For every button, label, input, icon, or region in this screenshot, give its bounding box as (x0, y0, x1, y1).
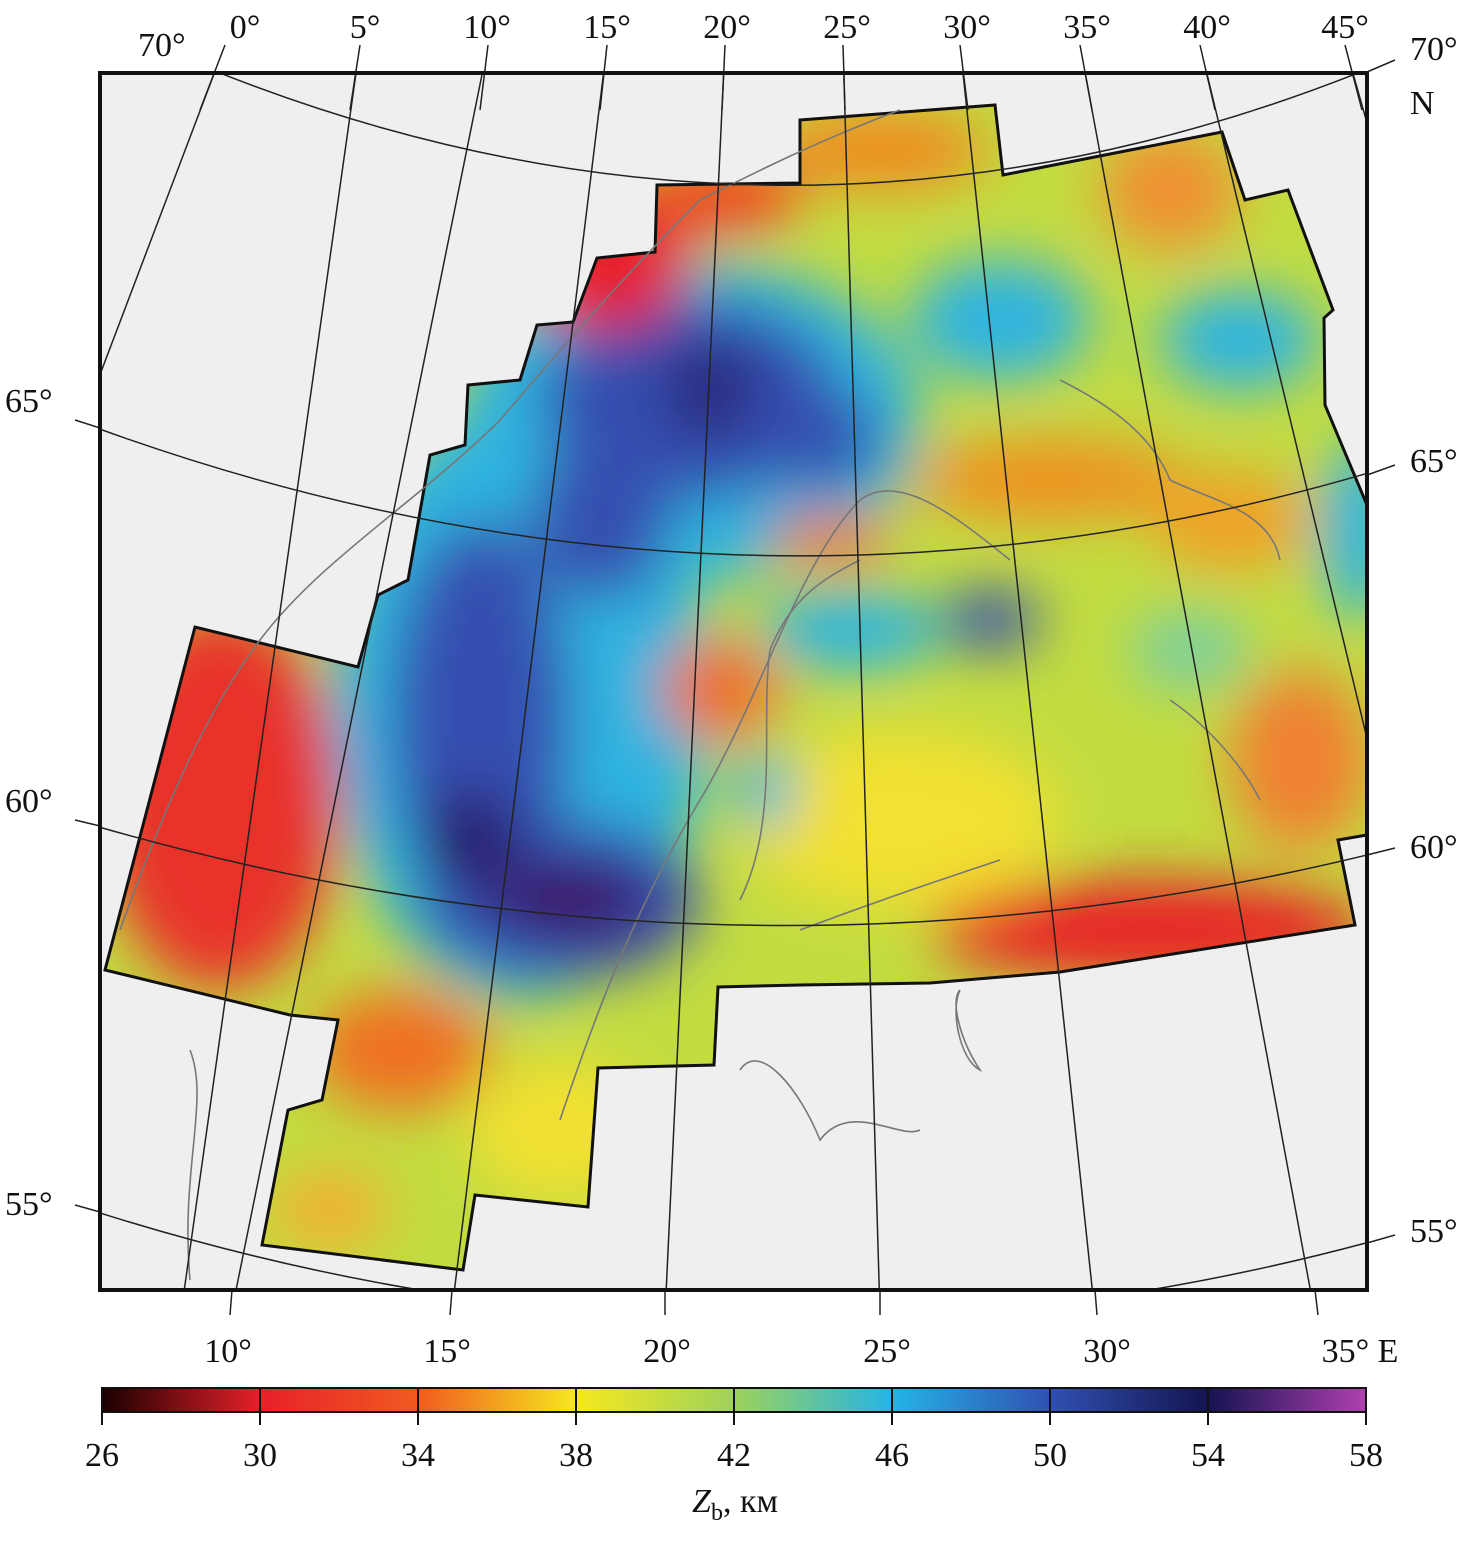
meridian-label-10: 10° (463, 9, 511, 46)
meridian-label-bottom-35: 35° E (1322, 1333, 1399, 1370)
north-label: N (1410, 85, 1435, 122)
right-parallel-labels: 70° N 65° 60° 55° (1410, 31, 1458, 1250)
colorbar-tick-label: 58 (1349, 1437, 1383, 1474)
meridian-label-35: 35° (1063, 9, 1111, 46)
colorbar: 26 30 34 38 42 46 50 54 58 Zb, км (85, 1387, 1383, 1526)
parallel-label-left-70: 70° (138, 27, 186, 64)
graticule (100, 73, 1367, 1290)
parallel-label-right-65: 65° (1410, 443, 1458, 480)
meridian-label-40: 40° (1183, 9, 1231, 46)
bottom-meridian-labels: 10° 15° 20° 25° 30° 35° E (204, 1333, 1398, 1370)
meridian-label-25: 25° (823, 9, 871, 46)
parallel-label-left-65: 65° (5, 383, 53, 420)
graticule-label-ticks (74, 44, 1396, 1316)
meridian-label-bottom-25: 25° (863, 1333, 911, 1370)
meridian-label-20: 20° (703, 9, 751, 46)
parallel-label-right-70: 70° (1410, 31, 1458, 68)
parallel-label-left-55: 55° (5, 1186, 53, 1223)
colorbar-tick-label: 34 (401, 1437, 435, 1474)
colorbar-ticks: 26 30 34 38 42 46 50 54 58 (85, 1388, 1383, 1474)
colorbar-label: Zb, км (692, 1483, 778, 1526)
meridian-label-bottom-10: 10° (204, 1333, 252, 1370)
meridian-label-0: 0° (230, 9, 261, 46)
colorbar-tick-label: 26 (85, 1437, 119, 1474)
top-meridian-labels: 0° 5° 10° 15° 20° 25° 30° 35° 40° 45° (230, 9, 1369, 46)
colorbar-tick-label: 42 (717, 1437, 751, 1474)
colorbar-tick-label: 50 (1033, 1437, 1067, 1474)
parallel-label-right-60: 60° (1410, 829, 1458, 866)
parallel-label-right-55: 55° (1410, 1213, 1458, 1250)
meridian-label-5: 5° (350, 9, 381, 46)
meridian-label-15: 15° (583, 9, 631, 46)
meridian-label-30: 30° (943, 9, 991, 46)
meridian-label-bottom-20: 20° (643, 1333, 691, 1370)
region-outline (103, 103, 1369, 1272)
coastlines (119, 109, 1281, 1281)
colorbar-tick-label: 30 (243, 1437, 277, 1474)
colorbar-tick-label: 46 (875, 1437, 909, 1474)
map-frame (98, 71, 1369, 1292)
colorbar-tick-label: 38 (559, 1437, 593, 1474)
left-parallel-labels: 70° 65° 60° 55° (5, 27, 186, 1223)
parallel-label-left-60: 60° (5, 783, 53, 820)
meridian-label-bottom-30: 30° (1083, 1333, 1131, 1370)
meridian-label-45: 45° (1321, 9, 1369, 46)
colorbar-tick-label: 54 (1191, 1437, 1225, 1474)
meridian-label-bottom-15: 15° (423, 1333, 471, 1370)
